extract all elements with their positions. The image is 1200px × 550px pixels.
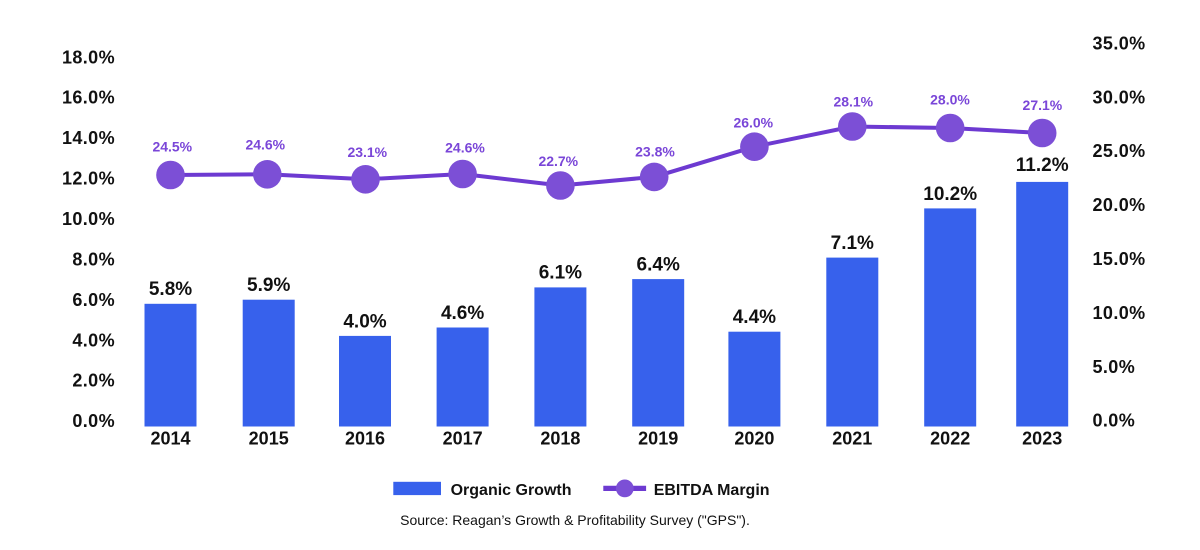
svg-text:0.0%: 0.0% bbox=[1093, 411, 1136, 431]
svg-text:2022: 2022 bbox=[930, 429, 970, 449]
svg-text:14.0%: 14.0% bbox=[62, 128, 115, 148]
svg-text:23.8%: 23.8% bbox=[635, 144, 675, 160]
svg-text:4.4%: 4.4% bbox=[733, 307, 776, 328]
svg-text:28.1%: 28.1% bbox=[833, 94, 873, 110]
svg-text:23.1%: 23.1% bbox=[347, 144, 387, 160]
svg-text:12.0%: 12.0% bbox=[62, 169, 115, 189]
svg-text:22.7%: 22.7% bbox=[538, 153, 578, 169]
svg-text:2017: 2017 bbox=[443, 429, 483, 449]
svg-text:24.6%: 24.6% bbox=[245, 136, 285, 152]
svg-text:2020: 2020 bbox=[734, 429, 774, 449]
svg-text:11.2%: 11.2% bbox=[1016, 155, 1069, 176]
svg-text:7.1%: 7.1% bbox=[831, 233, 874, 254]
svg-text:2.0%: 2.0% bbox=[72, 371, 115, 391]
svg-text:2023: 2023 bbox=[1022, 429, 1062, 449]
svg-text:6.4%: 6.4% bbox=[637, 255, 680, 276]
svg-text:2021: 2021 bbox=[832, 429, 872, 449]
svg-text:Source: Reagan’s Growth & Prof: Source: Reagan’s Growth & Profitability … bbox=[400, 512, 750, 528]
svg-text:Organic Growth: Organic Growth bbox=[451, 482, 572, 499]
svg-text:30.0%: 30.0% bbox=[1093, 87, 1146, 107]
svg-text:4.6%: 4.6% bbox=[441, 303, 484, 324]
svg-text:2015: 2015 bbox=[249, 429, 289, 449]
svg-text:10.2%: 10.2% bbox=[923, 184, 977, 205]
svg-text:6.0%: 6.0% bbox=[72, 290, 115, 310]
svg-text:24.6%: 24.6% bbox=[445, 140, 485, 156]
svg-text:2014: 2014 bbox=[150, 429, 190, 449]
svg-text:2016: 2016 bbox=[345, 429, 385, 449]
svg-text:8.0%: 8.0% bbox=[72, 249, 115, 269]
svg-text:25.0%: 25.0% bbox=[1093, 141, 1146, 161]
svg-text:27.1%: 27.1% bbox=[1023, 97, 1063, 113]
svg-text:28.0%: 28.0% bbox=[930, 91, 970, 107]
svg-text:5.0%: 5.0% bbox=[1093, 357, 1136, 377]
svg-text:35.0%: 35.0% bbox=[1093, 33, 1146, 53]
svg-text:2018: 2018 bbox=[540, 429, 580, 449]
svg-text:20.0%: 20.0% bbox=[1093, 195, 1146, 215]
svg-text:16.0%: 16.0% bbox=[62, 88, 115, 108]
svg-text:5.9%: 5.9% bbox=[247, 275, 290, 296]
svg-text:10.0%: 10.0% bbox=[62, 209, 115, 229]
svg-text:6.1%: 6.1% bbox=[539, 263, 582, 284]
svg-text:10.0%: 10.0% bbox=[1093, 303, 1146, 323]
svg-text:4.0%: 4.0% bbox=[343, 311, 386, 332]
svg-text:EBITDA Margin: EBITDA Margin bbox=[654, 482, 770, 499]
svg-text:18.0%: 18.0% bbox=[62, 47, 115, 67]
svg-text:4.0%: 4.0% bbox=[72, 330, 115, 350]
svg-text:2019: 2019 bbox=[638, 429, 678, 449]
svg-text:15.0%: 15.0% bbox=[1093, 249, 1146, 269]
svg-text:0.0%: 0.0% bbox=[72, 411, 115, 431]
svg-text:24.5%: 24.5% bbox=[152, 139, 192, 155]
svg-text:26.0%: 26.0% bbox=[733, 115, 773, 131]
svg-text:5.8%: 5.8% bbox=[149, 279, 192, 300]
